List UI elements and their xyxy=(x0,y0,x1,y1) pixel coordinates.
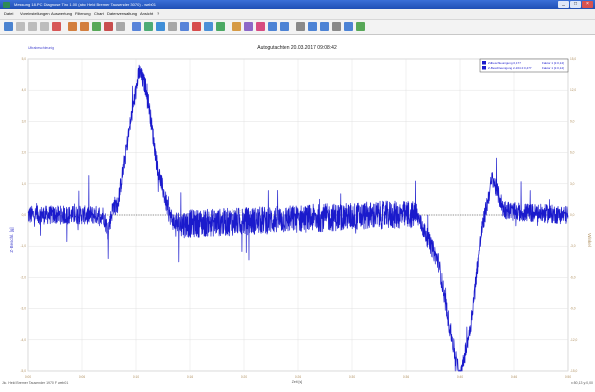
left-tick-label: 0,0 xyxy=(22,213,27,217)
settings-icon[interactable] xyxy=(92,22,101,31)
grid-icon[interactable] xyxy=(144,22,153,31)
save-icon[interactable] xyxy=(28,22,37,31)
right-tick-label: -3,0 xyxy=(570,244,576,248)
x-axis-label: Zeit [s] xyxy=(292,380,303,384)
menu-auswertung[interactable]: Auswertung xyxy=(51,11,73,16)
chart-icon[interactable] xyxy=(168,22,177,31)
menu-help[interactable]: ? xyxy=(157,11,160,16)
right-tick-label: -9,0 xyxy=(570,307,576,311)
right-tick-label: 0,0 xyxy=(570,213,575,217)
email-icon[interactable] xyxy=(320,22,329,31)
menu-bar: Datei Voreinstellungen Auswertung Filter… xyxy=(0,9,595,20)
status-left: Jic. Held Bremer Tausender 1970 F web01 xyxy=(2,381,68,385)
left-tick-label: -5,0 xyxy=(21,369,27,373)
help-icon[interactable] xyxy=(356,22,365,31)
menu-filterung[interactable]: Filterung xyxy=(75,11,91,16)
x-tick-labels: 0:00 0:06 0:10 0:16 0:20 0:26 0:30 0:36 0:40 0:46… xyxy=(25,375,571,379)
filter-icon[interactable] xyxy=(68,22,77,31)
toolbar xyxy=(0,20,595,35)
copy-icon[interactable] xyxy=(52,22,61,31)
print-icon[interactable] xyxy=(40,22,49,31)
compare-icon[interactable] xyxy=(296,22,305,31)
scale-icon[interactable] xyxy=(244,22,253,31)
status-right: x:50,13 y:0,00 xyxy=(571,381,593,385)
x-tick-label: 0:00 xyxy=(25,375,31,379)
x-tick-label: 0:06 xyxy=(79,375,85,379)
x-tick-label: 0:10 xyxy=(133,375,139,379)
left-tick-label: -2,0 xyxy=(21,275,27,279)
play-icon[interactable] xyxy=(216,22,225,31)
close-button[interactable]: × xyxy=(582,1,593,8)
cut-icon[interactable] xyxy=(256,22,265,31)
chart-area: Autogutachten 20.03.2017 09:08:42 Ultrab… xyxy=(0,35,595,387)
app-icon xyxy=(3,1,10,8)
right-tick-label: 9,0 xyxy=(570,119,575,123)
x-tick-label: 0:20 xyxy=(241,375,247,379)
x-tick-label: 0:36 xyxy=(403,375,409,379)
table-icon[interactable] xyxy=(156,22,165,31)
minimize-button[interactable]: _ xyxy=(558,1,569,8)
left-tick-label: 2,0 xyxy=(22,151,27,155)
left-tick-label: 3,0 xyxy=(22,119,27,123)
legend-entry-2: Z-Beschleunigung 2-164 2:0,477 xyxy=(488,66,532,70)
x-tick-label: 0:26 xyxy=(295,375,301,379)
menu-ansicht[interactable]: Ansicht xyxy=(140,11,154,16)
x-tick-label: 0:16 xyxy=(187,375,193,379)
right-tick-label: 3,0 xyxy=(570,182,575,186)
cursor-icon[interactable] xyxy=(116,22,125,31)
right-axis-label: Winkel xyxy=(587,233,592,247)
left-tick-label: -4,0 xyxy=(21,338,27,342)
new-file-icon[interactable] xyxy=(16,22,25,31)
maximize-button[interactable]: □ xyxy=(570,1,581,8)
x-tick-label: 0:46 xyxy=(511,375,517,379)
chart-svg: Autogutachten 20.03.2017 09:08:42 Ultrab… xyxy=(0,35,595,387)
legend-entry-1: Zdbeschleunigung 0,177 xyxy=(488,61,521,65)
left-tick-label: 5,0 xyxy=(22,57,27,61)
chart-bar-icon[interactable] xyxy=(268,22,277,31)
right-tick-label: 15,0 xyxy=(570,57,576,61)
window-title: Messung 18.PC Diagnose Tiro 1.00 (abc He… xyxy=(14,2,157,7)
marker-icon[interactable] xyxy=(104,22,113,31)
legend-entry-2-info: Faktor 1 [1:0,14] xyxy=(542,66,564,70)
left-tick-labels: 5,0 4,0 3,0 2,0 1,0 0,0 -1,0 -2,0 -3,0 -4,0 -5,0 xyxy=(21,57,27,373)
legend-box: Zdbeschleunigung 0,177 Faktor 1 [1:0,14]… xyxy=(479,58,569,73)
left-axis-label: Z-Beschl. [g] xyxy=(9,227,14,252)
menu-datei[interactable]: Datei xyxy=(4,11,14,16)
watermark: kredl xyxy=(232,209,243,215)
measure-icon[interactable] xyxy=(180,22,189,31)
right-tick-label: -12,0 xyxy=(570,338,577,342)
record-icon[interactable] xyxy=(192,22,201,31)
right-tick-label: -6,0 xyxy=(570,275,576,279)
x-tick-label: 0:30 xyxy=(349,375,355,379)
chart-line-icon[interactable] xyxy=(280,22,289,31)
zoom-icon[interactable] xyxy=(132,22,141,31)
left-axis-unit: Ultrabeschleunig xyxy=(28,46,54,50)
left-tick-label: 1,0 xyxy=(22,182,27,186)
left-tick-label: -1,0 xyxy=(21,244,27,248)
x-tick-label: 0:50 xyxy=(565,375,571,379)
right-tick-labels: 15,0 12,0 9,0 6,0 3,0 0,0 -3,0 -6,0 -9,0 -12,0 -15… xyxy=(570,57,577,373)
left-tick-label: 4,0 xyxy=(22,88,27,92)
open-folder-icon[interactable] xyxy=(4,22,13,31)
right-tick-label: 6,0 xyxy=(570,151,575,155)
chart-title: Autogutachten 20.03.2017 09:08:42 xyxy=(257,45,337,51)
signal-line xyxy=(27,64,569,372)
window-titlebar: Messung 18.PC Diagnose Tiro 1.00 (abc He… xyxy=(0,0,595,9)
menu-chart[interactable]: Chart xyxy=(94,11,104,16)
menu-voreinstellungen[interactable]: Voreinstellungen xyxy=(20,11,50,16)
export-icon[interactable] xyxy=(232,22,241,31)
layers-icon[interactable] xyxy=(308,22,317,31)
menu-datenverwaltung[interactable]: Datenverwaltung xyxy=(107,11,138,16)
left-tick-label: -3,0 xyxy=(21,307,27,311)
legend-entry-1-info: Faktor 1 [1:0,14] xyxy=(542,61,564,65)
filter-icon[interactable] xyxy=(80,22,89,31)
refresh-icon[interactable] xyxy=(344,22,353,31)
right-tick-label: 12,0 xyxy=(570,88,576,92)
right-tick-label: -15,0 xyxy=(570,369,577,373)
x-tick-label: 0:40 xyxy=(457,375,463,379)
print-preview-icon[interactable] xyxy=(332,22,341,31)
stop-icon[interactable] xyxy=(204,22,213,31)
window-controls: _ □ × xyxy=(558,1,593,8)
